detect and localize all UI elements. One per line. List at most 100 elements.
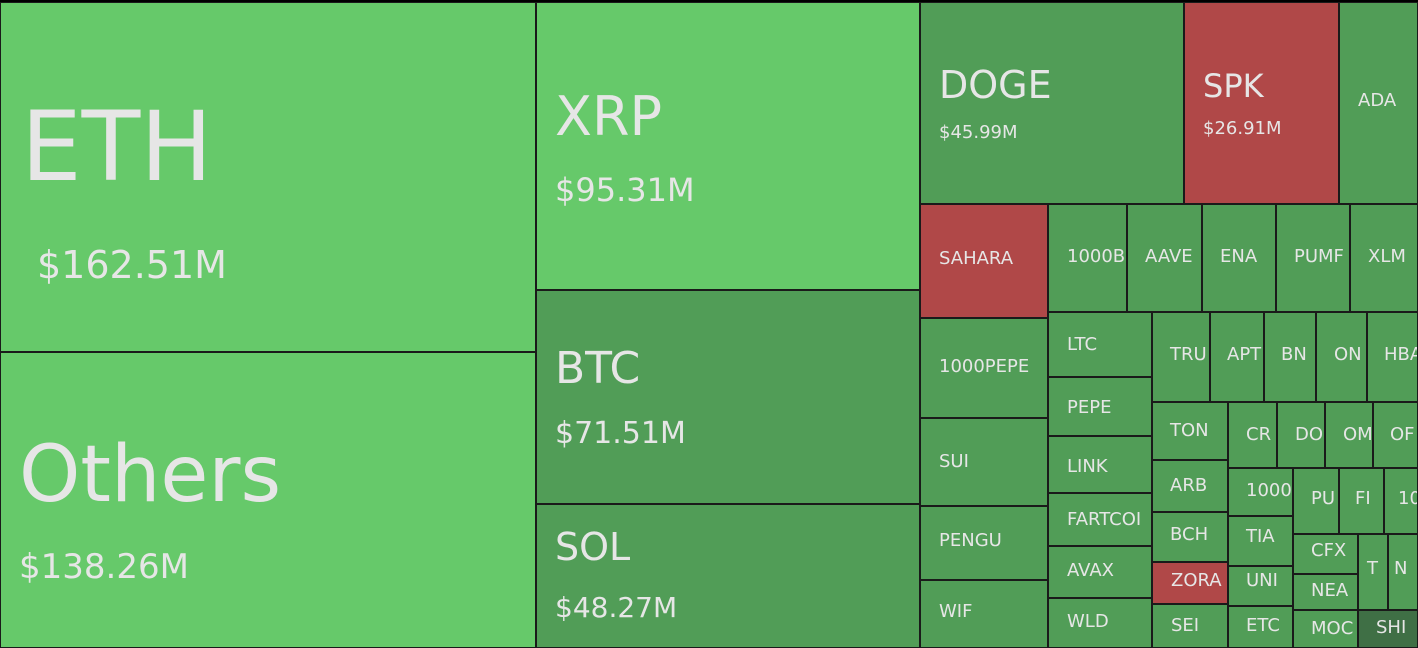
tile-xlm[interactable]: XLM: [1350, 204, 1418, 312]
tile-of[interactable]: OF: [1373, 402, 1418, 468]
tile-symbol: ETC: [1246, 615, 1280, 636]
tile-symbol: 1000B: [1067, 246, 1126, 267]
tile-10[interactable]: 10: [1384, 468, 1418, 534]
tile-symbol: 1000: [1246, 480, 1292, 501]
tile-sei[interactable]: SEI: [1152, 604, 1228, 648]
tile-symbol: PENGU: [939, 530, 1002, 551]
tile-link[interactable]: LINK: [1048, 436, 1152, 493]
tile-do[interactable]: DO: [1277, 402, 1325, 468]
tile-arb[interactable]: ARB: [1152, 460, 1228, 512]
tile-symbol: Others: [19, 430, 282, 520]
tile-pepe[interactable]: PEPE: [1048, 377, 1152, 436]
tile-value: $138.26M: [19, 547, 189, 587]
tile-wif[interactable]: WIF: [920, 580, 1048, 648]
tile-ltc[interactable]: LTC: [1048, 312, 1152, 377]
tile-spk[interactable]: SPK $26.91M: [1184, 2, 1339, 204]
tile-symbol: SEI: [1171, 615, 1200, 636]
tile-symbol: SUI: [939, 451, 969, 472]
tile-pumf[interactable]: PUMF: [1276, 204, 1350, 312]
tile-cr[interactable]: CR: [1228, 402, 1277, 468]
tile-wld[interactable]: WLD: [1048, 598, 1152, 648]
tile-om[interactable]: OM: [1325, 402, 1373, 468]
tile-symbol: CR: [1246, 424, 1272, 445]
tile-t[interactable]: T: [1358, 534, 1388, 610]
tile-xrp[interactable]: XRP $95.31M: [536, 2, 920, 290]
tile-symbol: ADA: [1358, 90, 1397, 111]
tile-bn[interactable]: BN: [1264, 312, 1316, 402]
tile-symbol: WLD: [1067, 611, 1109, 632]
tile-symbol: 10: [1398, 488, 1417, 509]
tile-value: $26.91M: [1203, 118, 1282, 139]
tile-aave[interactable]: AAVE: [1127, 204, 1202, 312]
tile-on[interactable]: ON: [1316, 312, 1367, 402]
tile-symbol: OF: [1390, 424, 1415, 445]
tile-eth[interactable]: ETH $162.51M: [0, 2, 536, 352]
tile-shi[interactable]: SHI: [1358, 610, 1418, 648]
tile-value: $162.51M: [37, 243, 227, 287]
tile-symbol: WIF: [939, 601, 973, 622]
tile-symbol: APT: [1227, 344, 1262, 365]
tile-symbol: NEA: [1311, 580, 1349, 601]
tile-cfx[interactable]: CFX: [1293, 534, 1358, 574]
tile-sahara[interactable]: SAHARA: [920, 204, 1048, 318]
tile-symbol: BCH: [1170, 524, 1209, 545]
tile-hba[interactable]: HBA: [1367, 312, 1418, 402]
tile-1000b[interactable]: 1000B: [1048, 204, 1127, 312]
tile-symbol: UNI: [1246, 570, 1278, 591]
tile-doge[interactable]: DOGE $45.99M: [920, 2, 1184, 204]
tile-pengu[interactable]: PENGU: [920, 506, 1048, 580]
tile-symbol: ZORA: [1171, 570, 1222, 591]
tile-zora[interactable]: ZORA: [1152, 562, 1228, 604]
tile-sui[interactable]: SUI: [920, 418, 1048, 506]
tile-others[interactable]: Others $138.26M: [0, 352, 536, 648]
tile-symbol: MOC: [1311, 618, 1354, 639]
tile-symbol: OM: [1343, 424, 1373, 445]
tile-symbol: PUMF: [1294, 246, 1344, 267]
tile-symbol: ENA: [1220, 246, 1258, 267]
tile-1000pepe[interactable]: 1000PEPE: [920, 318, 1048, 418]
tile-symbol: BTC: [555, 343, 641, 394]
tile-avax[interactable]: AVAX: [1048, 546, 1152, 598]
tile-ada[interactable]: ADA: [1339, 2, 1418, 204]
tile-symbol: N: [1394, 558, 1408, 579]
tile-ton[interactable]: TON: [1152, 402, 1228, 460]
tile-symbol: T: [1367, 558, 1378, 579]
tile-value: $45.99M: [939, 122, 1018, 143]
tile-symbol: ON: [1334, 344, 1362, 365]
tile-symbol: SAHARA: [939, 248, 1014, 269]
tile-symbol: HBA: [1384, 344, 1417, 365]
tile-apt[interactable]: APT: [1210, 312, 1264, 402]
tile-symbol: AVAX: [1067, 560, 1114, 581]
tile-etc[interactable]: ETC: [1228, 606, 1293, 648]
tile-symbol: XLM: [1368, 246, 1406, 267]
tile-ena[interactable]: ENA: [1202, 204, 1276, 312]
tile-fartcoi[interactable]: FARTCOI: [1048, 493, 1152, 546]
tile-symbol: DOGE: [939, 63, 1052, 107]
tile-symbol: SHI: [1376, 617, 1407, 638]
tile-tia[interactable]: TIA: [1228, 516, 1293, 566]
tile-n[interactable]: N: [1388, 534, 1418, 610]
tile-symbol: TON: [1170, 420, 1209, 441]
tile-sol[interactable]: SOL $48.27M: [536, 504, 920, 648]
tile-value: $48.27M: [555, 591, 678, 624]
tile-symbol: FI: [1355, 488, 1371, 509]
tile-symbol: SPK: [1203, 67, 1264, 105]
tile-moc[interactable]: MOC: [1293, 610, 1358, 648]
tile-pu[interactable]: PU: [1293, 468, 1339, 534]
tile-1000[interactable]: 1000: [1228, 468, 1293, 516]
tile-symbol: ARB: [1170, 475, 1208, 496]
tile-symbol: FARTCOI: [1067, 509, 1142, 530]
tile-symbol: PEPE: [1067, 397, 1112, 418]
tile-bch[interactable]: BCH: [1152, 512, 1228, 562]
tile-uni[interactable]: UNI: [1228, 566, 1293, 606]
tile-symbol: ETH: [21, 91, 213, 203]
tile-fi[interactable]: FI: [1339, 468, 1384, 534]
tile-symbol: XRP: [555, 85, 663, 148]
tile-btc[interactable]: BTC $71.51M: [536, 290, 920, 504]
tile-symbol: 1000PEPE: [939, 356, 1030, 377]
tile-symbol: DO: [1295, 424, 1324, 445]
tile-tru[interactable]: TRU: [1152, 312, 1210, 402]
tile-symbol: TIA: [1246, 526, 1275, 547]
tile-nea[interactable]: NEA: [1293, 574, 1358, 610]
